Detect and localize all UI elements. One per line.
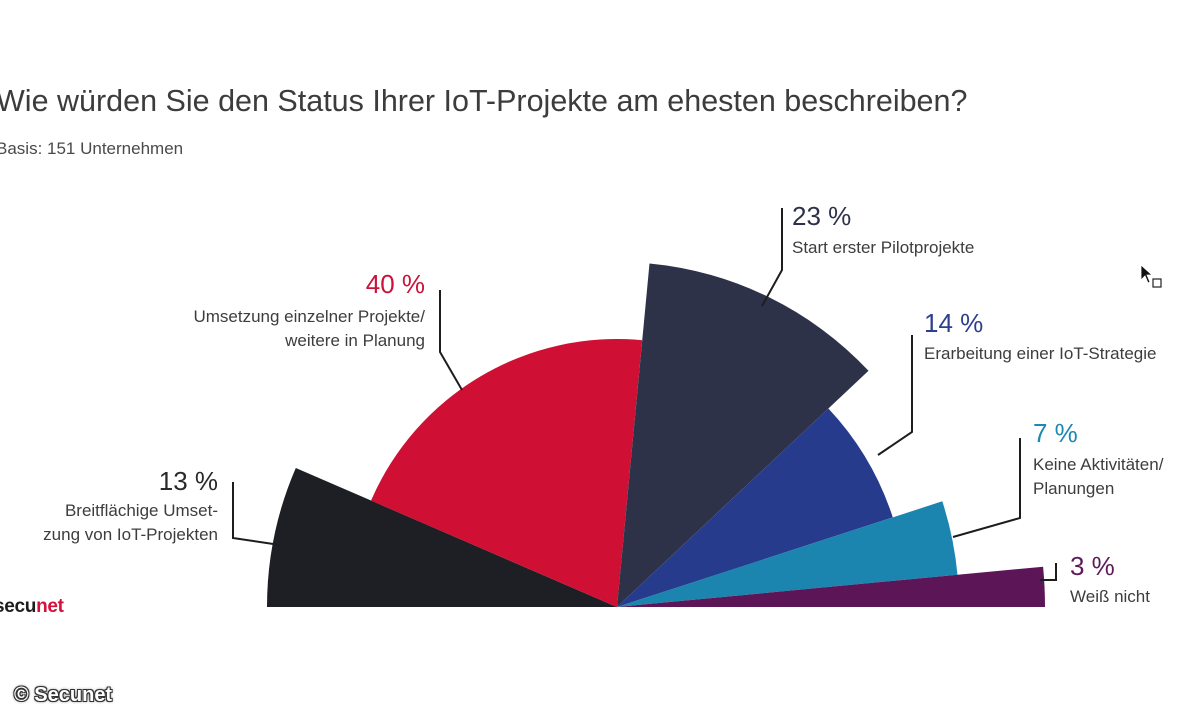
chart-labels: 13 % Breitflächige Umset-zung von IoT-Pro… <box>43 201 1164 606</box>
mouse-cursor-icon <box>1140 264 1162 288</box>
slice-percentage-label: 3 % <box>1070 551 1115 581</box>
pie-slice <box>371 339 643 607</box>
pie-slice <box>617 263 869 607</box>
pie-slice <box>267 468 617 607</box>
pie-slice <box>617 408 893 607</box>
slice-percentage-label: 7 % <box>1033 418 1078 448</box>
chart-slices <box>267 263 1045 607</box>
chart-leader-lines <box>232 208 1057 581</box>
chart-subtitle: Basis: 151 Unternehmen <box>0 139 184 158</box>
chart-title: Wie würden Sie den Status Ihrer IoT-Proj… <box>0 84 968 118</box>
slice-percentage-label: 23 % <box>792 201 851 231</box>
leader-line <box>761 208 783 307</box>
slice-category-label: Planungen <box>1033 479 1114 498</box>
slice-category-label: Erarbeitung einer IoT-Strategie <box>924 344 1156 363</box>
leader-line <box>952 438 1021 538</box>
slice-category-label: Weiß nicht <box>1070 587 1150 606</box>
brand-logo: secunet <box>0 596 64 618</box>
leader-line <box>877 335 913 456</box>
slice-category-label: weitere in Planung <box>284 331 425 350</box>
pie-slice <box>617 501 958 607</box>
slice-category-label: Breitflächige Umset- <box>65 501 218 520</box>
slice-category-label: Keine Aktivitäten/ <box>1033 455 1164 474</box>
slice-category-label: Start erster Pilotprojekte <box>792 238 974 257</box>
slice-percentage-label: 40 % <box>366 269 425 299</box>
slice-category-label: zung von IoT-Projekten <box>43 525 218 544</box>
leader-line <box>232 482 281 546</box>
pie-slice <box>617 566 1045 607</box>
slice-percentage-label: 13 % <box>159 466 218 496</box>
slice-percentage-label: 14 % <box>924 308 983 338</box>
brand-logo-accent: net <box>36 596 64 617</box>
brand-logo-prefix: secu <box>0 596 37 617</box>
leader-line <box>439 290 463 391</box>
leader-line <box>1040 563 1057 581</box>
slice-category-label: Umsetzung einzelner Projekte/ <box>193 307 425 326</box>
copyright-watermark: © Secunet <box>14 684 113 706</box>
